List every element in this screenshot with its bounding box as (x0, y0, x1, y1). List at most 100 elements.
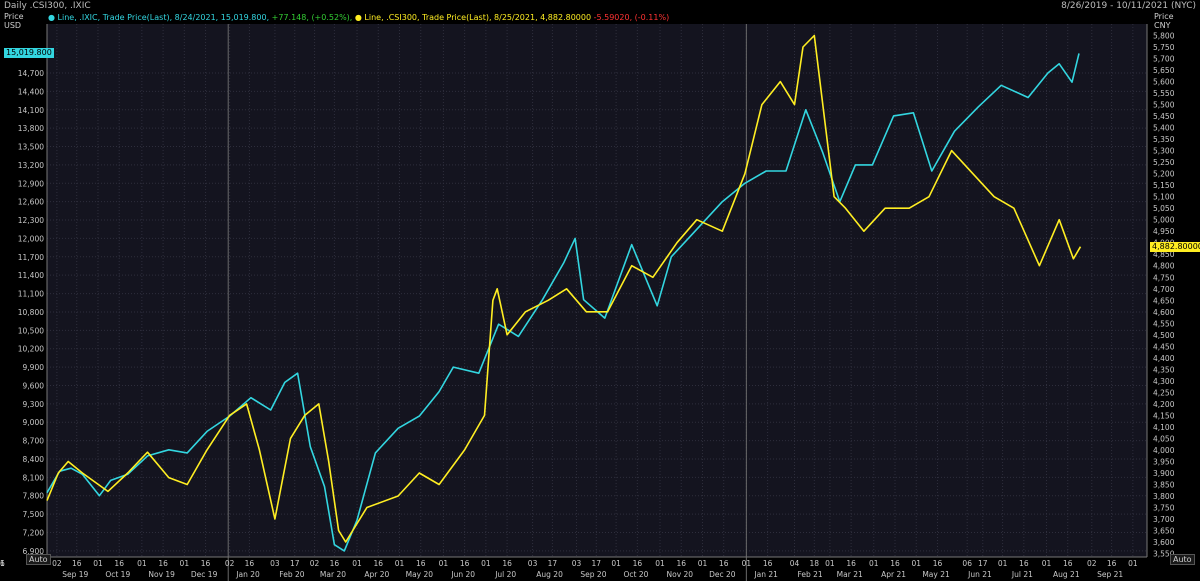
x-month-label: Jul 21 (1011, 570, 1033, 579)
right-tick-label: 4,500 (1153, 331, 1175, 340)
right-tick-label: 5,200 (1153, 170, 1175, 179)
left-tick-label: 11,700 (18, 253, 44, 262)
x-month-label: Mar 21 (837, 570, 863, 579)
x-month-label: Jun 21 (967, 570, 992, 579)
right-tick-label: 4,050 (1153, 434, 1175, 443)
left-tick-label: 14,700 (18, 69, 44, 78)
x-day-tick-label: 16 (719, 559, 729, 568)
left-tick-label: 12,900 (18, 179, 44, 188)
x-month-label: Jan 21 (753, 570, 778, 579)
x-day-tick-label: 16 (374, 559, 384, 568)
right-tick-label: 3,600 (1153, 538, 1175, 547)
x-month-label: Aug 21 (1053, 570, 1080, 579)
x-day-tick-label: 16 (502, 559, 512, 568)
x-day-tick-label: 01 (742, 559, 752, 568)
left-tick-label: 7,200 (23, 528, 45, 537)
x-day-tick-label: 04 (790, 559, 800, 568)
right-tick-label: 4,100 (1153, 423, 1175, 432)
x-day-tick-label: 16 (158, 559, 168, 568)
x-day-tick-label: 16 (330, 559, 340, 568)
x-day-tick-label: 02 (1087, 559, 1097, 568)
csi-series-line (46, 34, 1082, 543)
right-tick-label: 5,100 (1153, 193, 1175, 202)
x-day-tick-label: 16 (890, 559, 900, 568)
x-day-tick-label: 01 (395, 559, 405, 568)
x-day-tick-label: 01 (998, 559, 1008, 568)
x-day-tick-label: 02 (52, 559, 62, 568)
left-tick-label: 8,700 (23, 437, 45, 446)
left-tick-label: 13,500 (18, 143, 44, 152)
x-month-label: Jul 20 (494, 570, 516, 579)
x-day-tick-label: 17 (978, 559, 988, 568)
legend-csi[interactable]: ● Line, .CSI300, Trade Price(Last), 8/25… (355, 13, 669, 23)
x-day-tick-label: 18 (810, 559, 820, 568)
x-day-tick-label: 01 (825, 559, 835, 568)
x-day-tick-label: 01 (137, 559, 147, 568)
ixic-last-price-tag: 15,019.800 (4, 48, 54, 59)
x-day-tick-label: 01 (352, 559, 362, 568)
left-tick-label: 6,900 (23, 547, 45, 556)
x-day-tick-label: 16 (763, 559, 773, 568)
x-day-tick-label: 01 (0, 559, 5, 568)
left-tick-label: 10,800 (18, 308, 44, 317)
x-day-tick-label: 16 (201, 559, 211, 568)
x-day-tick-label: 01 (481, 559, 491, 568)
right-tick-label: 4,450 (1153, 342, 1175, 351)
x-month-label: Apr 20 (364, 570, 389, 579)
x-month-label: Apr 21 (881, 570, 906, 579)
legend-ixic[interactable]: ● Line, .IXIC, Trade Price(Last), 8/24/2… (48, 13, 352, 23)
right-tick-label: 4,550 (1153, 319, 1175, 328)
right-axis-label-currency: CNY (1154, 21, 1171, 30)
x-month-label: Aug 20 (536, 570, 563, 579)
left-tick-label: 10,200 (18, 345, 44, 354)
x-day-tick-label: 01 (1042, 559, 1052, 568)
right-tick-label: 4,950 (1153, 227, 1175, 236)
x-day-tick-label: 16 (460, 559, 470, 568)
legend-csi-label: Line, .CSI300, Trade Price(Last), 8/25/2… (364, 13, 592, 22)
header-bar: Daily .CSI300, .IXIC 8/26/2019 - 10/11/2… (0, 0, 1200, 12)
left-tick-label: 12,300 (18, 216, 44, 225)
right-tick-label: 5,400 (1153, 124, 1175, 133)
left-tick-label: 12,000 (18, 234, 44, 243)
right-auto-button[interactable]: Auto (1170, 554, 1195, 565)
legend-ixic-bullet-icon: ● (48, 13, 55, 22)
right-tick-label: 3,650 (1153, 527, 1175, 536)
right-tick-label: 5,700 (1153, 55, 1175, 64)
right-tick-label: 4,850 (1153, 250, 1175, 259)
right-tick-label: 5,300 (1153, 147, 1175, 156)
right-tick-label: 4,600 (1153, 308, 1175, 317)
left-auto-button[interactable]: Auto (26, 554, 51, 565)
right-tick-label: 4,400 (1153, 354, 1175, 363)
right-tick-label: 4,150 (1153, 411, 1175, 420)
right-tick-label: 4,350 (1153, 365, 1175, 374)
left-tick-label: 13,800 (18, 124, 44, 133)
x-month-label: Sep 21 (1097, 570, 1123, 579)
left-tick-label: 11,100 (18, 290, 44, 299)
x-day-tick-label: 01 (93, 559, 103, 568)
x-day-tick-label: 01 (1128, 559, 1138, 568)
right-axis-label: Price CNY (1154, 12, 1174, 30)
right-tick-label: 5,250 (1153, 158, 1175, 167)
legend: ● Line, .IXIC, Trade Price(Last), 8/24/2… (48, 13, 669, 23)
right-tick-label: 3,550 (1153, 550, 1175, 559)
left-tick-label: 7,500 (23, 510, 45, 519)
x-day-tick-label: 03 (572, 559, 582, 568)
right-tick-label: 4,250 (1153, 388, 1175, 397)
x-day-tick-label: 03 (528, 559, 538, 568)
x-month-label: Dec 20 (709, 570, 736, 579)
right-tick-label: 4,200 (1153, 400, 1175, 409)
right-tick-label: 4,000 (1153, 446, 1175, 455)
x-month-label: Jan 20 (235, 570, 260, 579)
x-month-label: Nov 20 (667, 570, 694, 579)
right-tick-label: 5,350 (1153, 135, 1175, 144)
x-day-tick-label: 01 (698, 559, 708, 568)
x-month-label: Feb 21 (797, 570, 822, 579)
x-day-tick-label: 16 (1063, 559, 1073, 568)
right-tick-label: 4,750 (1153, 273, 1175, 282)
right-tick-label: 4,700 (1153, 285, 1175, 294)
csi-last-price-tag: 4,882.80000 (1150, 241, 1200, 252)
legend-ixic-label: Line, .IXIC, Trade Price(Last), 8/24/202… (57, 13, 270, 22)
left-tick-label: 9,300 (23, 400, 45, 409)
right-tick-label: 5,450 (1153, 112, 1175, 121)
